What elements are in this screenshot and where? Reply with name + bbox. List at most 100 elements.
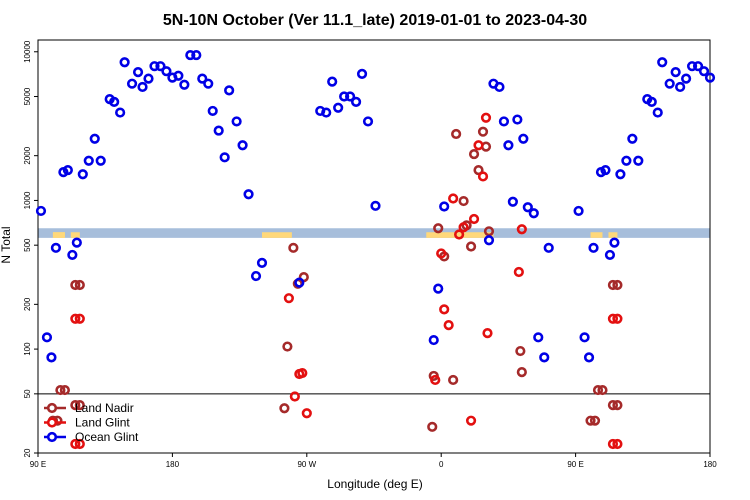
- land-mask-band: [38, 228, 710, 238]
- data-point: [289, 391, 300, 402]
- data-point: [179, 79, 190, 90]
- data-point: [503, 140, 514, 151]
- data-point: [70, 313, 81, 324]
- data-point: [588, 242, 599, 253]
- data-point: [465, 241, 477, 252]
- data-point: [288, 242, 299, 253]
- data-point: [686, 61, 698, 72]
- data-point: [543, 242, 554, 253]
- data-point: [301, 408, 312, 419]
- data-point: [362, 116, 374, 127]
- data-point: [74, 313, 85, 324]
- data-point: [74, 399, 85, 411]
- data-point: [621, 155, 632, 166]
- data-point: [430, 374, 441, 386]
- data-point: [89, 133, 100, 144]
- legend-label: Land Nadir: [75, 401, 134, 415]
- data-point: [197, 73, 208, 84]
- data-point: [604, 249, 616, 261]
- data-point: [448, 193, 459, 204]
- legend-label: Ocean Glint: [75, 430, 139, 444]
- data-point: [443, 320, 454, 331]
- data-point: [607, 279, 619, 291]
- legend-marker: [46, 431, 58, 443]
- land-segment: [426, 232, 494, 238]
- data-point: [528, 208, 539, 219]
- data-point: [652, 107, 663, 118]
- data-point: [607, 438, 619, 450]
- data-point: [477, 171, 489, 182]
- data-point: [458, 195, 469, 207]
- data-point: [583, 352, 595, 363]
- data-point: [465, 415, 477, 426]
- data-point: [213, 125, 224, 136]
- data-point: [35, 205, 47, 217]
- y-tick-label: 5000: [23, 87, 32, 105]
- data-point: [321, 107, 332, 118]
- data-point: [512, 114, 523, 125]
- data-point: [256, 257, 268, 269]
- y-tick-label: 2000: [23, 146, 32, 164]
- data-point: [515, 345, 526, 357]
- data-point: [427, 421, 438, 432]
- data-point: [237, 140, 248, 151]
- x-tick-label: 90 W: [297, 460, 316, 469]
- data-point: [704, 72, 716, 83]
- plot-area: 20 50 100 200 500 1000 2000 5000 10000 90 E 180 90 …: [23, 39, 717, 469]
- data-point: [664, 78, 675, 89]
- data-point: [109, 96, 120, 108]
- data-point: [473, 140, 484, 151]
- data-point: [600, 164, 611, 176]
- data-point: [482, 328, 493, 339]
- data-point: [516, 367, 527, 378]
- x-axis-label: Longitude (deg E): [327, 477, 422, 491]
- data-point: [585, 415, 596, 426]
- data-point: [70, 399, 81, 411]
- data-point: [458, 222, 469, 233]
- data-point: [203, 78, 214, 89]
- data-point: [137, 81, 148, 93]
- data-point: [439, 304, 450, 315]
- land-segment: [608, 232, 618, 238]
- data-point: [70, 438, 81, 450]
- data-point: [279, 403, 290, 414]
- data-point: [480, 112, 492, 123]
- data-point: [589, 415, 601, 426]
- data-point: [439, 201, 450, 212]
- data-point: [149, 61, 160, 72]
- x-tick-label: 0: [439, 460, 444, 469]
- y-tick-label: 500: [23, 238, 32, 252]
- data-point: [282, 341, 293, 352]
- data-point: [46, 352, 57, 363]
- data-point: [657, 57, 668, 68]
- x-tick-label: 90 E: [567, 460, 583, 469]
- data-point: [250, 270, 262, 282]
- data-point: [692, 61, 704, 72]
- data-point: [597, 384, 608, 396]
- data-point: [612, 438, 623, 450]
- data-point: [243, 189, 254, 200]
- data-point: [95, 155, 106, 166]
- data-point: [483, 235, 495, 246]
- data-point: [436, 248, 447, 259]
- plot-frame: [37, 39, 711, 454]
- data-point: [573, 205, 584, 217]
- data-point: [231, 116, 242, 127]
- data-point: [518, 133, 529, 144]
- data-point: [433, 283, 444, 294]
- data-point: [483, 226, 495, 237]
- data-point: [185, 49, 196, 61]
- data-point: [219, 152, 230, 163]
- data-point: [132, 66, 144, 78]
- data-point: [612, 399, 623, 411]
- data-point: [71, 237, 82, 248]
- data-point: [579, 332, 590, 343]
- data-point: [607, 313, 619, 324]
- legend-label: Land Glint: [75, 416, 130, 430]
- data-point: [207, 105, 218, 117]
- data-point: [473, 164, 484, 176]
- land-segment: [52, 232, 65, 238]
- data-point: [350, 96, 362, 108]
- data-point: [681, 73, 692, 84]
